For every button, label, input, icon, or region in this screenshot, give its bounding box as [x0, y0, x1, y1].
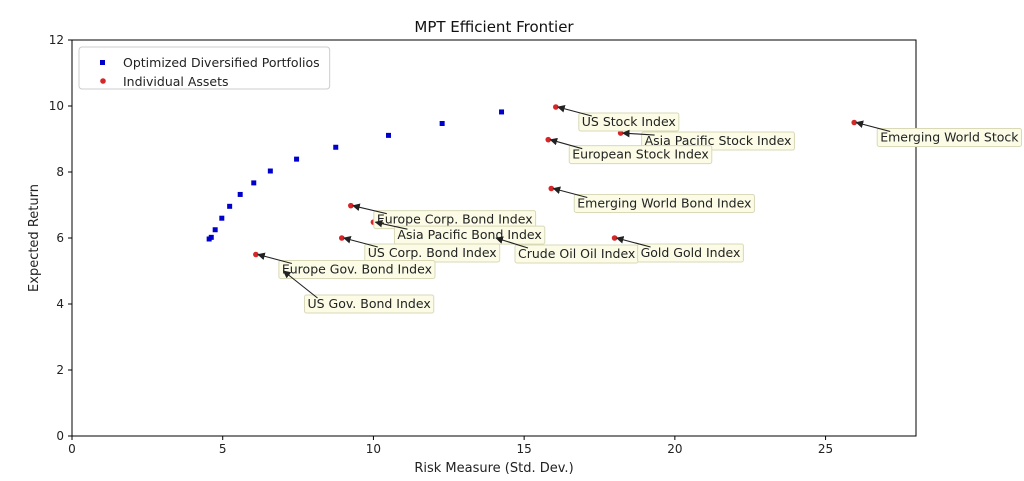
- annotations: US Stock Index Asia Pacific Stock Index Em…: [257, 105, 1023, 314]
- portfolio-point: [212, 227, 218, 233]
- portfolio-point: [499, 109, 505, 115]
- annotation: Crude Oil Oil Index: [514, 244, 639, 264]
- annotation: US Stock Index: [578, 112, 680, 132]
- y-tick-label: 8: [56, 165, 64, 179]
- annotation-label: Emerging World Stock: [880, 130, 1019, 145]
- annotation-label: European Stock Index: [572, 147, 709, 162]
- annotation-box: [573, 194, 755, 213]
- legend: Optimized Diversified Portfolios Individu…: [78, 46, 331, 90]
- annotation-box: [637, 243, 744, 263]
- annotation-arrow: [552, 186, 588, 199]
- chart-title: MPT Efficient Frontier: [414, 18, 574, 36]
- y-tick-label: 6: [56, 231, 64, 245]
- x-tick-label: 20: [667, 442, 682, 456]
- legend-label-portfolios: Optimized Diversified Portfolios: [123, 55, 320, 70]
- annotation-arrow: [343, 236, 378, 248]
- annotation-arrow: [282, 270, 318, 299]
- legend-label-assets: Individual Assets: [123, 74, 229, 89]
- portfolio-point: [251, 180, 257, 186]
- annotation-label: Europe Gov. Bond Index: [282, 262, 432, 277]
- y-tick-label: 12: [49, 33, 64, 47]
- asset-point: [552, 104, 559, 110]
- asset-point: [545, 136, 552, 143]
- annotation: Emerging World Bond Index: [573, 194, 755, 213]
- axis-ticks: 0 5 10 15 20 25 0 2 4 6 8 10 12: [49, 33, 833, 456]
- annotation: US Corp. Bond Index: [364, 243, 501, 263]
- annotation-label: Asia Pacific Stock Index: [645, 133, 792, 148]
- annotation-label: Emerging World Bond Index: [577, 196, 751, 211]
- y-tick-label: 10: [49, 99, 64, 113]
- portfolio-point: [237, 191, 243, 197]
- annotation-arrow: [621, 129, 655, 138]
- annotation-arrow: [549, 137, 583, 150]
- annotation-label: Europe Corp. Bond Index: [377, 212, 533, 227]
- annotation-label: US Stock Index: [582, 114, 676, 129]
- annotation-box: [303, 294, 435, 314]
- legend-box: [78, 46, 331, 90]
- y-tick-label: 2: [56, 363, 64, 377]
- annotation-arrow: [495, 236, 529, 249]
- portfolio-point: [267, 168, 273, 174]
- y-tick-label: 0: [56, 429, 64, 443]
- y-tick-label: 4: [56, 297, 64, 311]
- x-tick-label: 25: [818, 442, 833, 456]
- annotation-label: Crude Oil Oil Index: [518, 246, 635, 261]
- portfolio-point: [386, 132, 391, 138]
- asset-point: [338, 235, 345, 241]
- annotation-box: [278, 260, 436, 279]
- portfolio-point: [439, 120, 445, 126]
- annotation: US Gov. Bond Index: [303, 294, 435, 314]
- y-axis-label: Expected Return: [27, 184, 42, 292]
- asset-point: [348, 202, 354, 209]
- portfolio-point: [219, 215, 225, 221]
- asset-point: [253, 251, 259, 258]
- annotation-box: [876, 128, 1023, 147]
- asset-point: [611, 235, 618, 241]
- portfolio-point: [208, 234, 214, 240]
- annotation: Europe Gov. Bond Index: [278, 260, 436, 279]
- x-tick-label: 15: [517, 442, 532, 456]
- annotation-box: [568, 145, 713, 165]
- annotation-arrow: [557, 105, 592, 117]
- annotation-arrow: [374, 219, 408, 230]
- annotation: Asia Pacific Stock Index: [641, 131, 795, 151]
- portfolio-point: [294, 156, 300, 162]
- legend-marker-portfolios: [100, 60, 105, 65]
- annotation: Emerging World Stock: [876, 128, 1023, 147]
- annotation: Europe Corp. Bond Index: [373, 210, 537, 230]
- portfolio-point: [333, 144, 339, 150]
- annotation-arrow: [855, 120, 891, 133]
- annotation-label: Gold Gold Index: [641, 245, 741, 260]
- annotation: Gold Gold Index: [637, 243, 744, 263]
- portfolio-point: [227, 203, 233, 209]
- x-tick-label: 5: [219, 442, 227, 456]
- asset-point: [851, 119, 858, 126]
- annotation-arrow: [257, 252, 293, 265]
- annotation-label: Asia Pacific Bond Index: [397, 227, 541, 242]
- annotation: Asia Pacific Bond Index: [393, 225, 546, 245]
- legend-marker-assets: [100, 78, 106, 84]
- annotation-arrow: [615, 236, 651, 248]
- asset-point: [548, 185, 555, 192]
- x-tick-label: 10: [366, 442, 381, 456]
- annotation: European Stock Index: [568, 145, 713, 165]
- annotation-arrow: [352, 203, 387, 215]
- annotation-label: US Corp. Bond Index: [368, 245, 497, 260]
- x-axis-label: Risk Measure (Std. Dev.): [414, 461, 573, 476]
- x-tick-label: 0: [68, 442, 76, 456]
- annotation-label: US Gov. Bond Index: [307, 296, 430, 311]
